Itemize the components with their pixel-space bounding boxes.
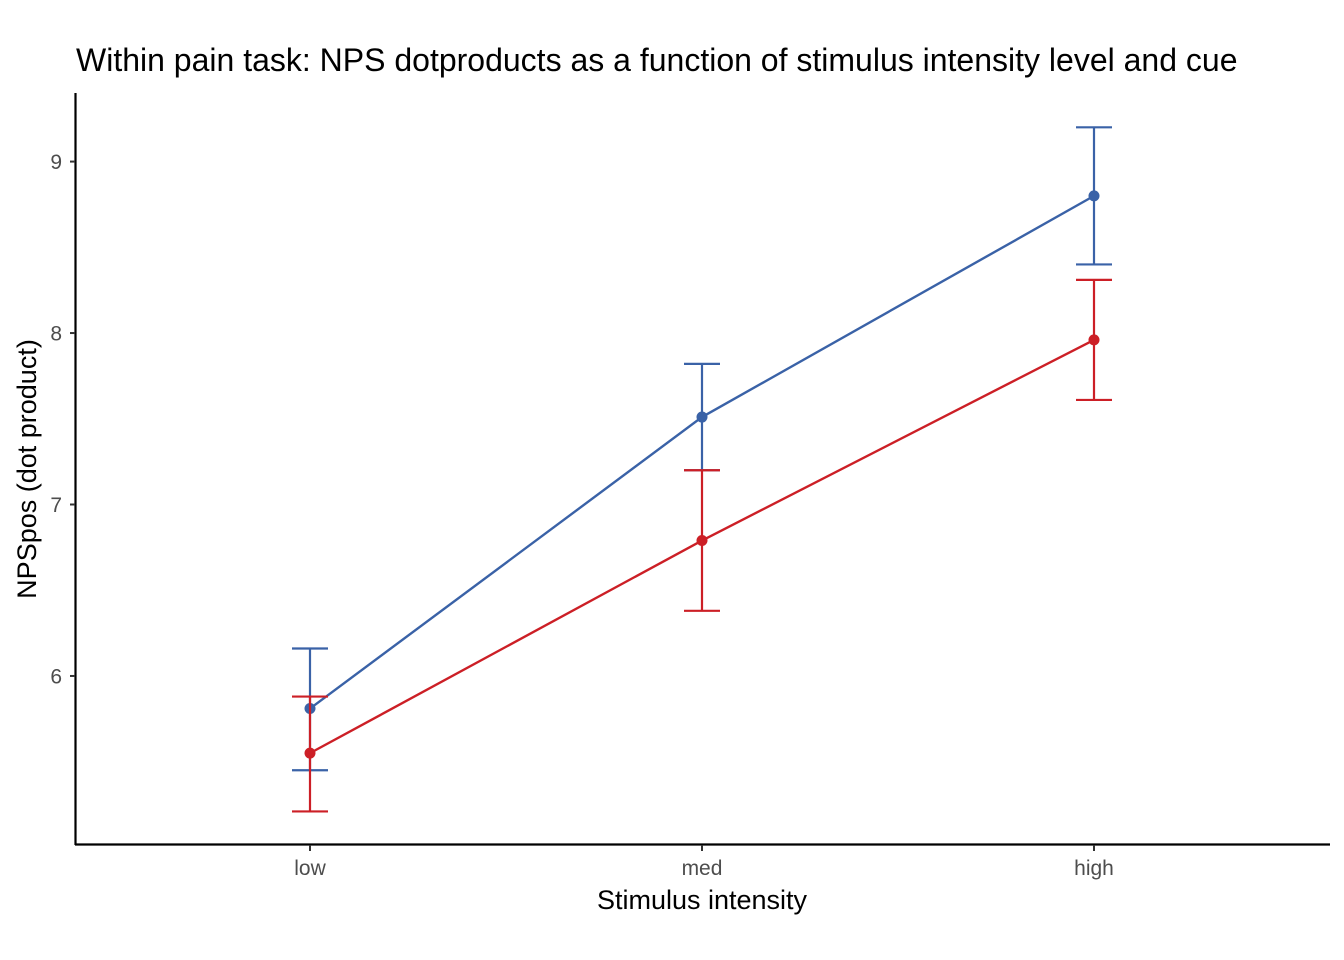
x-axis-ticks: low med high — [294, 845, 1114, 880]
series-group — [292, 126, 1112, 772]
y-axis-ticks: 6 7 8 9 — [50, 151, 75, 688]
plot-area — [292, 126, 1112, 813]
x-tick-label: low — [294, 857, 326, 880]
y-tick-label: 9 — [50, 151, 62, 174]
y-tick-label: 6 — [50, 665, 62, 688]
data-point — [696, 535, 708, 547]
data-point — [1088, 334, 1100, 346]
y-tick-label: 7 — [50, 494, 62, 517]
x-tick-label: med — [682, 857, 723, 880]
x-axis-title: Stimulus intensity — [597, 885, 808, 915]
data-point — [696, 411, 708, 423]
chart-title: Within pain task: NPS dotproducts as a f… — [76, 42, 1237, 78]
series-group — [292, 278, 1112, 813]
data-point — [304, 747, 316, 759]
y-axis-title: NPSpos (dot product) — [12, 339, 42, 599]
y-tick-label: 8 — [50, 323, 62, 346]
x-tick-label: high — [1074, 857, 1114, 880]
data-point — [1088, 190, 1100, 202]
